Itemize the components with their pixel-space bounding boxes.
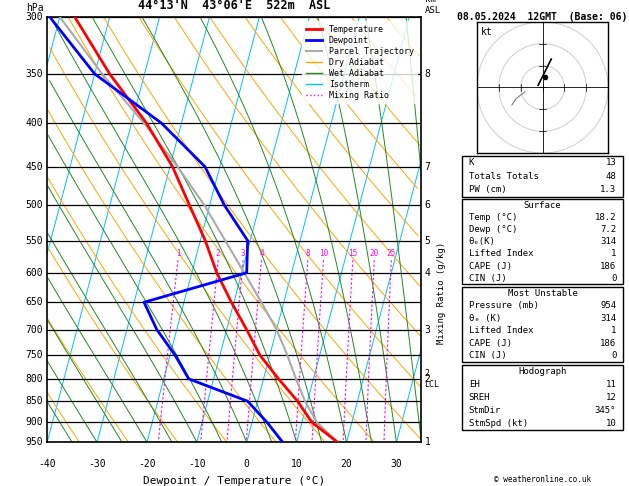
Text: Mixing Ratio (g/kg): Mixing Ratio (g/kg) — [437, 243, 446, 345]
Text: SREH: SREH — [469, 393, 490, 402]
FancyBboxPatch shape — [462, 364, 623, 430]
Text: 2: 2 — [425, 374, 430, 384]
Text: 450: 450 — [26, 162, 43, 172]
Text: StmSpd (kt): StmSpd (kt) — [469, 419, 528, 428]
Text: 600: 600 — [26, 268, 43, 278]
Text: Lifted Index: Lifted Index — [469, 249, 533, 259]
Text: 4: 4 — [425, 268, 430, 278]
Text: 950: 950 — [26, 437, 43, 447]
Text: 1: 1 — [611, 249, 616, 259]
Text: -20: -20 — [138, 459, 156, 469]
Text: 800: 800 — [26, 374, 43, 384]
Text: 1: 1 — [611, 326, 616, 335]
Text: 10: 10 — [606, 419, 616, 428]
Text: Most Unstable: Most Unstable — [508, 289, 577, 297]
Text: -10: -10 — [188, 459, 206, 469]
Text: -40: -40 — [38, 459, 56, 469]
Text: StmDir: StmDir — [469, 406, 501, 415]
Text: 0: 0 — [611, 351, 616, 360]
Text: 700: 700 — [26, 325, 43, 334]
Text: 18.2: 18.2 — [595, 213, 616, 222]
Text: 7: 7 — [425, 162, 430, 172]
Text: 20: 20 — [341, 459, 352, 469]
Text: 850: 850 — [26, 396, 43, 406]
FancyBboxPatch shape — [462, 156, 623, 197]
Text: 186: 186 — [600, 339, 616, 348]
Text: CAPE (J): CAPE (J) — [469, 339, 512, 348]
Text: 550: 550 — [26, 236, 43, 245]
Text: 30: 30 — [391, 459, 403, 469]
Text: 13: 13 — [606, 158, 616, 167]
Text: 400: 400 — [26, 118, 43, 128]
Text: 10: 10 — [319, 249, 328, 258]
Text: 500: 500 — [26, 200, 43, 210]
Text: 3: 3 — [241, 249, 245, 258]
Text: 44°13'N  43°06'E  522m  ASL: 44°13'N 43°06'E 522m ASL — [138, 0, 330, 12]
Text: km
ASL: km ASL — [425, 0, 441, 15]
Text: Surface: Surface — [524, 201, 561, 210]
Text: 2: 2 — [216, 249, 221, 258]
Text: 1.3: 1.3 — [600, 186, 616, 194]
Text: 48: 48 — [606, 172, 616, 181]
Text: 6: 6 — [425, 200, 430, 210]
Text: 350: 350 — [26, 69, 43, 79]
Text: EH: EH — [469, 380, 479, 389]
Legend: Temperature, Dewpoint, Parcel Trajectory, Dry Adiabat, Wet Adiabat, Isotherm, Mi: Temperature, Dewpoint, Parcel Trajectory… — [303, 21, 417, 104]
Text: 314: 314 — [600, 237, 616, 246]
Text: Dewp (°C): Dewp (°C) — [469, 225, 517, 234]
Text: Lifted Index: Lifted Index — [469, 326, 533, 335]
Text: Pressure (mb): Pressure (mb) — [469, 301, 538, 310]
Text: CIN (J): CIN (J) — [469, 351, 506, 360]
Text: K: K — [469, 158, 474, 167]
Text: 12: 12 — [606, 393, 616, 402]
Text: 0: 0 — [244, 459, 250, 469]
FancyBboxPatch shape — [462, 287, 623, 362]
Text: 8: 8 — [306, 249, 310, 258]
Text: 954: 954 — [600, 301, 616, 310]
Text: 186: 186 — [600, 261, 616, 271]
Text: 25: 25 — [387, 249, 396, 258]
Text: 1: 1 — [175, 249, 181, 258]
FancyBboxPatch shape — [462, 199, 623, 284]
Text: 7.2: 7.2 — [600, 225, 616, 234]
Text: PW (cm): PW (cm) — [469, 186, 506, 194]
Text: CIN (J): CIN (J) — [469, 274, 506, 283]
Text: θₑ (K): θₑ (K) — [469, 313, 501, 323]
Text: 314: 314 — [600, 313, 616, 323]
Text: 08.05.2024  12GMT  (Base: 06): 08.05.2024 12GMT (Base: 06) — [457, 12, 628, 22]
Text: 750: 750 — [26, 350, 43, 360]
Text: 20: 20 — [370, 249, 379, 258]
Text: 1: 1 — [425, 437, 430, 447]
Text: 345°: 345° — [595, 406, 616, 415]
Text: 11: 11 — [606, 380, 616, 389]
Text: kt: kt — [481, 27, 493, 37]
Text: hPa: hPa — [26, 3, 43, 13]
Text: 0: 0 — [611, 274, 616, 283]
Text: 900: 900 — [26, 417, 43, 427]
Text: 8: 8 — [425, 69, 430, 79]
Text: © weatheronline.co.uk: © weatheronline.co.uk — [494, 474, 591, 484]
Text: 5: 5 — [425, 236, 430, 245]
Text: 650: 650 — [26, 297, 43, 307]
Text: 2
LCL: 2 LCL — [425, 369, 440, 389]
Text: 3: 3 — [425, 325, 430, 334]
Text: θₑ(K): θₑ(K) — [469, 237, 496, 246]
Text: 10: 10 — [291, 459, 303, 469]
Text: Temp (°C): Temp (°C) — [469, 213, 517, 222]
Text: -30: -30 — [88, 459, 106, 469]
Text: Hodograph: Hodograph — [518, 366, 567, 376]
Text: 4: 4 — [259, 249, 264, 258]
Text: CAPE (J): CAPE (J) — [469, 261, 512, 271]
Text: Totals Totals: Totals Totals — [469, 172, 538, 181]
Text: 15: 15 — [348, 249, 357, 258]
Text: Dewpoint / Temperature (°C): Dewpoint / Temperature (°C) — [143, 476, 325, 486]
Text: 300: 300 — [26, 12, 43, 22]
